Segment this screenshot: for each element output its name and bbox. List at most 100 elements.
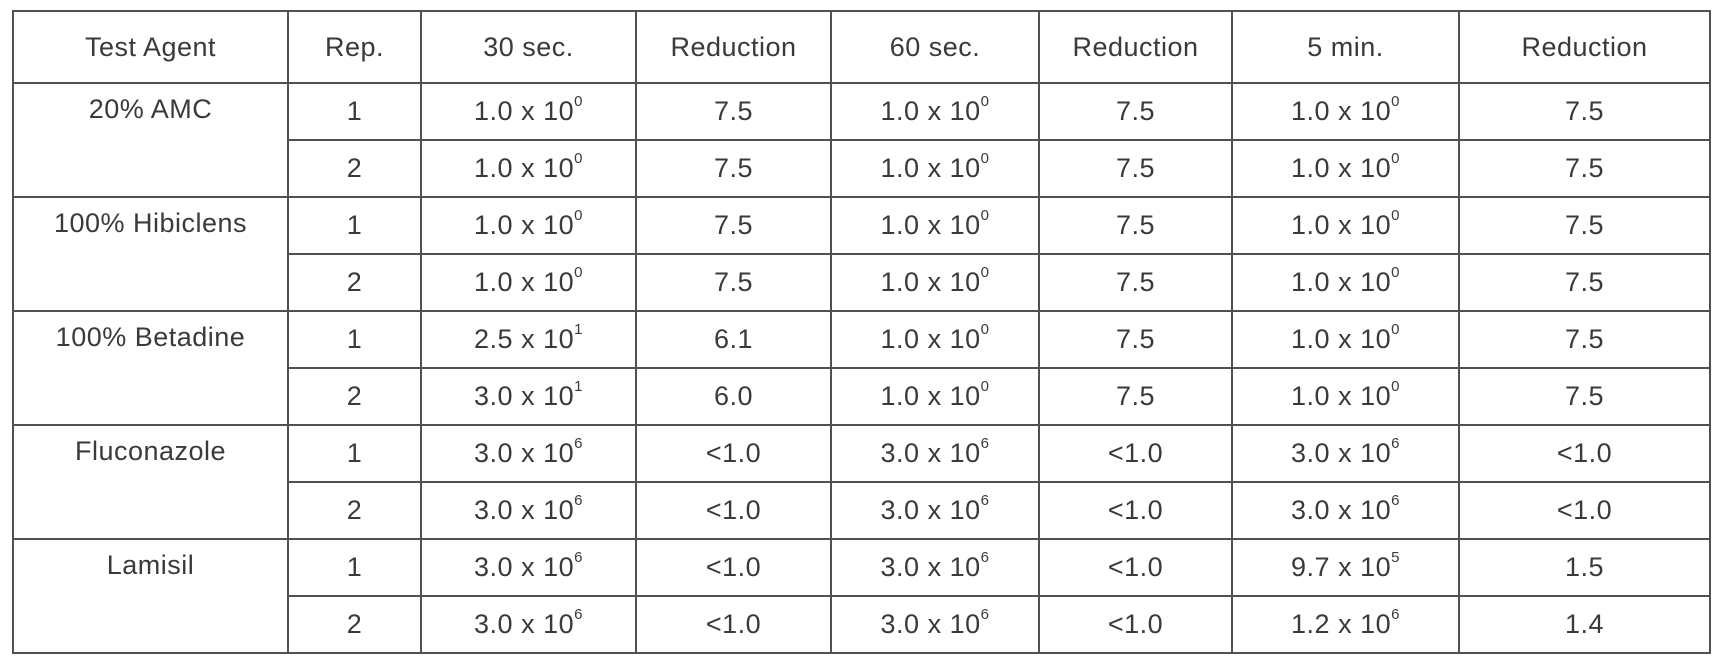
value-mantissa: 1.0 x 10: [474, 153, 574, 183]
value-mantissa: 3.0 x 10: [474, 495, 574, 525]
reduction-60-sec-cell: <1.0: [1039, 425, 1232, 482]
reduction-60-sec-cell: 7.5: [1039, 368, 1232, 425]
count-60-sec-cell: 3.0 x 106: [831, 539, 1039, 596]
value-exponent: 6: [1391, 435, 1400, 452]
count-5-min-cell: 1.0 x 100: [1232, 311, 1459, 368]
value-mantissa: 1.0 x 10: [881, 381, 981, 411]
rep-cell: 2: [288, 140, 421, 197]
value-mantissa: 2.5 x 10: [474, 324, 574, 354]
count-30-sec-cell: 1.0 x 100: [421, 254, 636, 311]
test-agent-cell: 100% Hibiclens: [13, 197, 288, 311]
header-test-agent: Test Agent: [13, 11, 288, 83]
count-5-min-cell: 3.0 x 106: [1232, 425, 1459, 482]
table-row: Fluconazole13.0 x 106<1.03.0 x 106<1.03.…: [13, 425, 1710, 482]
reduction-30-sec-cell: 7.5: [636, 83, 831, 140]
value-mantissa: 1.0 x 10: [474, 96, 574, 126]
count-5-min-cell: 1.0 x 100: [1232, 140, 1459, 197]
value-exponent: 5: [1391, 549, 1400, 566]
reduction-30-sec-cell: 7.5: [636, 254, 831, 311]
value-exponent: 6: [1391, 606, 1400, 623]
count-30-sec-cell: 1.0 x 100: [421, 197, 636, 254]
header-5-min: 5 min.: [1232, 11, 1459, 83]
reduction-30-sec-cell: <1.0: [636, 482, 831, 539]
results-table: Test Agent Rep. 30 sec. Reduction 60 sec…: [12, 10, 1711, 654]
value-exponent: 0: [981, 378, 990, 395]
reduction-5-min-cell: 1.4: [1459, 596, 1710, 653]
test-agent-cell: 100% Betadine: [13, 311, 288, 425]
header-row: Test Agent Rep. 30 sec. Reduction 60 sec…: [13, 11, 1710, 83]
rep-cell: 1: [288, 311, 421, 368]
count-5-min-cell: 1.2 x 106: [1232, 596, 1459, 653]
value-exponent: 0: [1391, 207, 1400, 224]
reduction-30-sec-cell: 6.0: [636, 368, 831, 425]
value-mantissa: 3.0 x 10: [474, 438, 574, 468]
value-mantissa: 3.0 x 10: [474, 552, 574, 582]
value-exponent: 0: [981, 93, 990, 110]
value-mantissa: 1.0 x 10: [1291, 267, 1391, 297]
value-mantissa: 1.0 x 10: [1291, 153, 1391, 183]
reduction-60-sec-cell: <1.0: [1039, 482, 1232, 539]
table-row: Lamisil13.0 x 106<1.03.0 x 106<1.09.7 x …: [13, 539, 1710, 596]
count-30-sec-cell: 3.0 x 106: [421, 539, 636, 596]
value-mantissa: 9.7 x 10: [1291, 552, 1391, 582]
count-5-min-cell: 1.0 x 100: [1232, 83, 1459, 140]
count-60-sec-cell: 1.0 x 100: [831, 83, 1039, 140]
value-exponent: 6: [1391, 492, 1400, 509]
value-mantissa: 1.0 x 10: [881, 96, 981, 126]
value-exponent: 0: [1391, 150, 1400, 167]
value-exponent: 0: [1391, 93, 1400, 110]
count-30-sec-cell: 1.0 x 100: [421, 83, 636, 140]
rep-cell: 2: [288, 254, 421, 311]
count-30-sec-cell: 3.0 x 106: [421, 425, 636, 482]
value-exponent: 0: [981, 207, 990, 224]
reduction-5-min-cell: 1.5: [1459, 539, 1710, 596]
count-30-sec-cell: 3.0 x 106: [421, 482, 636, 539]
test-agent-cell: 20% AMC: [13, 83, 288, 197]
value-exponent: 0: [574, 93, 583, 110]
value-exponent: 6: [574, 492, 583, 509]
table-row: 100% Hibiclens11.0 x 1007.51.0 x 1007.51…: [13, 197, 1710, 254]
reduction-5-min-cell: <1.0: [1459, 482, 1710, 539]
rep-cell: 1: [288, 197, 421, 254]
reduction-60-sec-cell: <1.0: [1039, 539, 1232, 596]
value-exponent: 6: [574, 606, 583, 623]
count-60-sec-cell: 3.0 x 106: [831, 596, 1039, 653]
reduction-30-sec-cell: 7.5: [636, 197, 831, 254]
value-exponent: 0: [1391, 264, 1400, 281]
header-rep: Rep.: [288, 11, 421, 83]
count-5-min-cell: 1.0 x 100: [1232, 368, 1459, 425]
value-exponent: 0: [1391, 321, 1400, 338]
value-exponent: 0: [981, 321, 990, 338]
header-reduction-60: Reduction: [1039, 11, 1232, 83]
value-mantissa: 1.2 x 10: [1291, 609, 1391, 639]
header-30-sec: 30 sec.: [421, 11, 636, 83]
count-60-sec-cell: 1.0 x 100: [831, 140, 1039, 197]
reduction-5-min-cell: 7.5: [1459, 254, 1710, 311]
reduction-60-sec-cell: 7.5: [1039, 254, 1232, 311]
value-mantissa: 3.0 x 10: [881, 495, 981, 525]
reduction-5-min-cell: 7.5: [1459, 140, 1710, 197]
rep-cell: 2: [288, 482, 421, 539]
value-exponent: 0: [574, 150, 583, 167]
reduction-30-sec-cell: <1.0: [636, 539, 831, 596]
reduction-60-sec-cell: 7.5: [1039, 83, 1232, 140]
value-mantissa: 1.0 x 10: [881, 324, 981, 354]
reduction-5-min-cell: 7.5: [1459, 311, 1710, 368]
reduction-60-sec-cell: 7.5: [1039, 140, 1232, 197]
reduction-60-sec-cell: 7.5: [1039, 311, 1232, 368]
test-agent-cell: Fluconazole: [13, 425, 288, 539]
value-exponent: 6: [981, 492, 990, 509]
reduction-60-sec-cell: <1.0: [1039, 596, 1232, 653]
reduction-5-min-cell: 7.5: [1459, 83, 1710, 140]
value-mantissa: 3.0 x 10: [474, 609, 574, 639]
rep-cell: 1: [288, 539, 421, 596]
value-exponent: 6: [981, 606, 990, 623]
reduction-60-sec-cell: 7.5: [1039, 197, 1232, 254]
value-exponent: 6: [981, 549, 990, 566]
value-mantissa: 1.0 x 10: [474, 210, 574, 240]
count-60-sec-cell: 1.0 x 100: [831, 368, 1039, 425]
rep-cell: 2: [288, 368, 421, 425]
header-reduction-5: Reduction: [1459, 11, 1710, 83]
value-mantissa: 1.0 x 10: [1291, 96, 1391, 126]
rep-cell: 1: [288, 425, 421, 482]
